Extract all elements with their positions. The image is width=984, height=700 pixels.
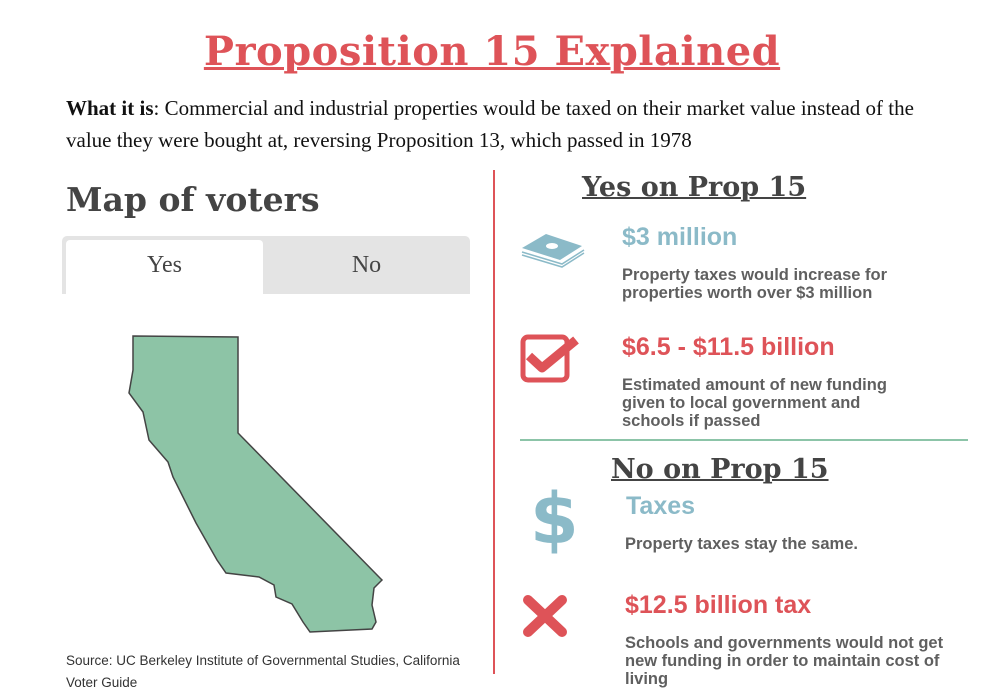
no-section-title: No on Prop 15: [611, 454, 829, 485]
yes-item-2-heading: $6.5 - $11.5 billion: [622, 333, 835, 361]
california-shape[interactable]: [128, 335, 384, 633]
what-it-is: What it is: Commercial and industrial pr…: [66, 92, 946, 156]
money-stack-icon: [521, 234, 585, 268]
tab-yes[interactable]: Yes: [66, 240, 263, 294]
source-note: Source: UC Berkeley Institute of Governm…: [66, 653, 460, 690]
california-map[interactable]: [0, 0, 500, 700]
page-title: Proposition 15 Explained: [203, 28, 781, 75]
no-item-2-desc: Schools and governments would not get ne…: [625, 634, 944, 688]
no-item-1-desc: Property taxes stay the same.: [625, 535, 858, 553]
tab-no[interactable]: No: [351, 252, 382, 278]
yes-item-1-heading: $3 million: [622, 223, 738, 251]
section-divider: [520, 439, 968, 441]
dollar-sign-icon: $: [530, 478, 579, 560]
map-tabs: Yes No: [62, 236, 470, 294]
x-mark-icon: [523, 595, 567, 637]
yes-item-2-desc: Estimated amount of new funding given to…: [622, 376, 887, 430]
what-it-is-text: : Commercial and industrial properties w…: [66, 96, 914, 152]
column-divider: [493, 170, 495, 674]
checkbox-check-icon: [520, 334, 579, 383]
map-title: Map of voters: [66, 180, 320, 219]
yes-section-title: Yes on Prop 15: [582, 172, 807, 203]
what-it-is-label: What it is: [66, 96, 154, 120]
no-item-1-heading: Taxes: [626, 492, 696, 520]
yes-item-1-desc: Property taxes would increase for proper…: [622, 266, 888, 302]
no-item-2-heading: $12.5 billion tax: [625, 591, 812, 619]
